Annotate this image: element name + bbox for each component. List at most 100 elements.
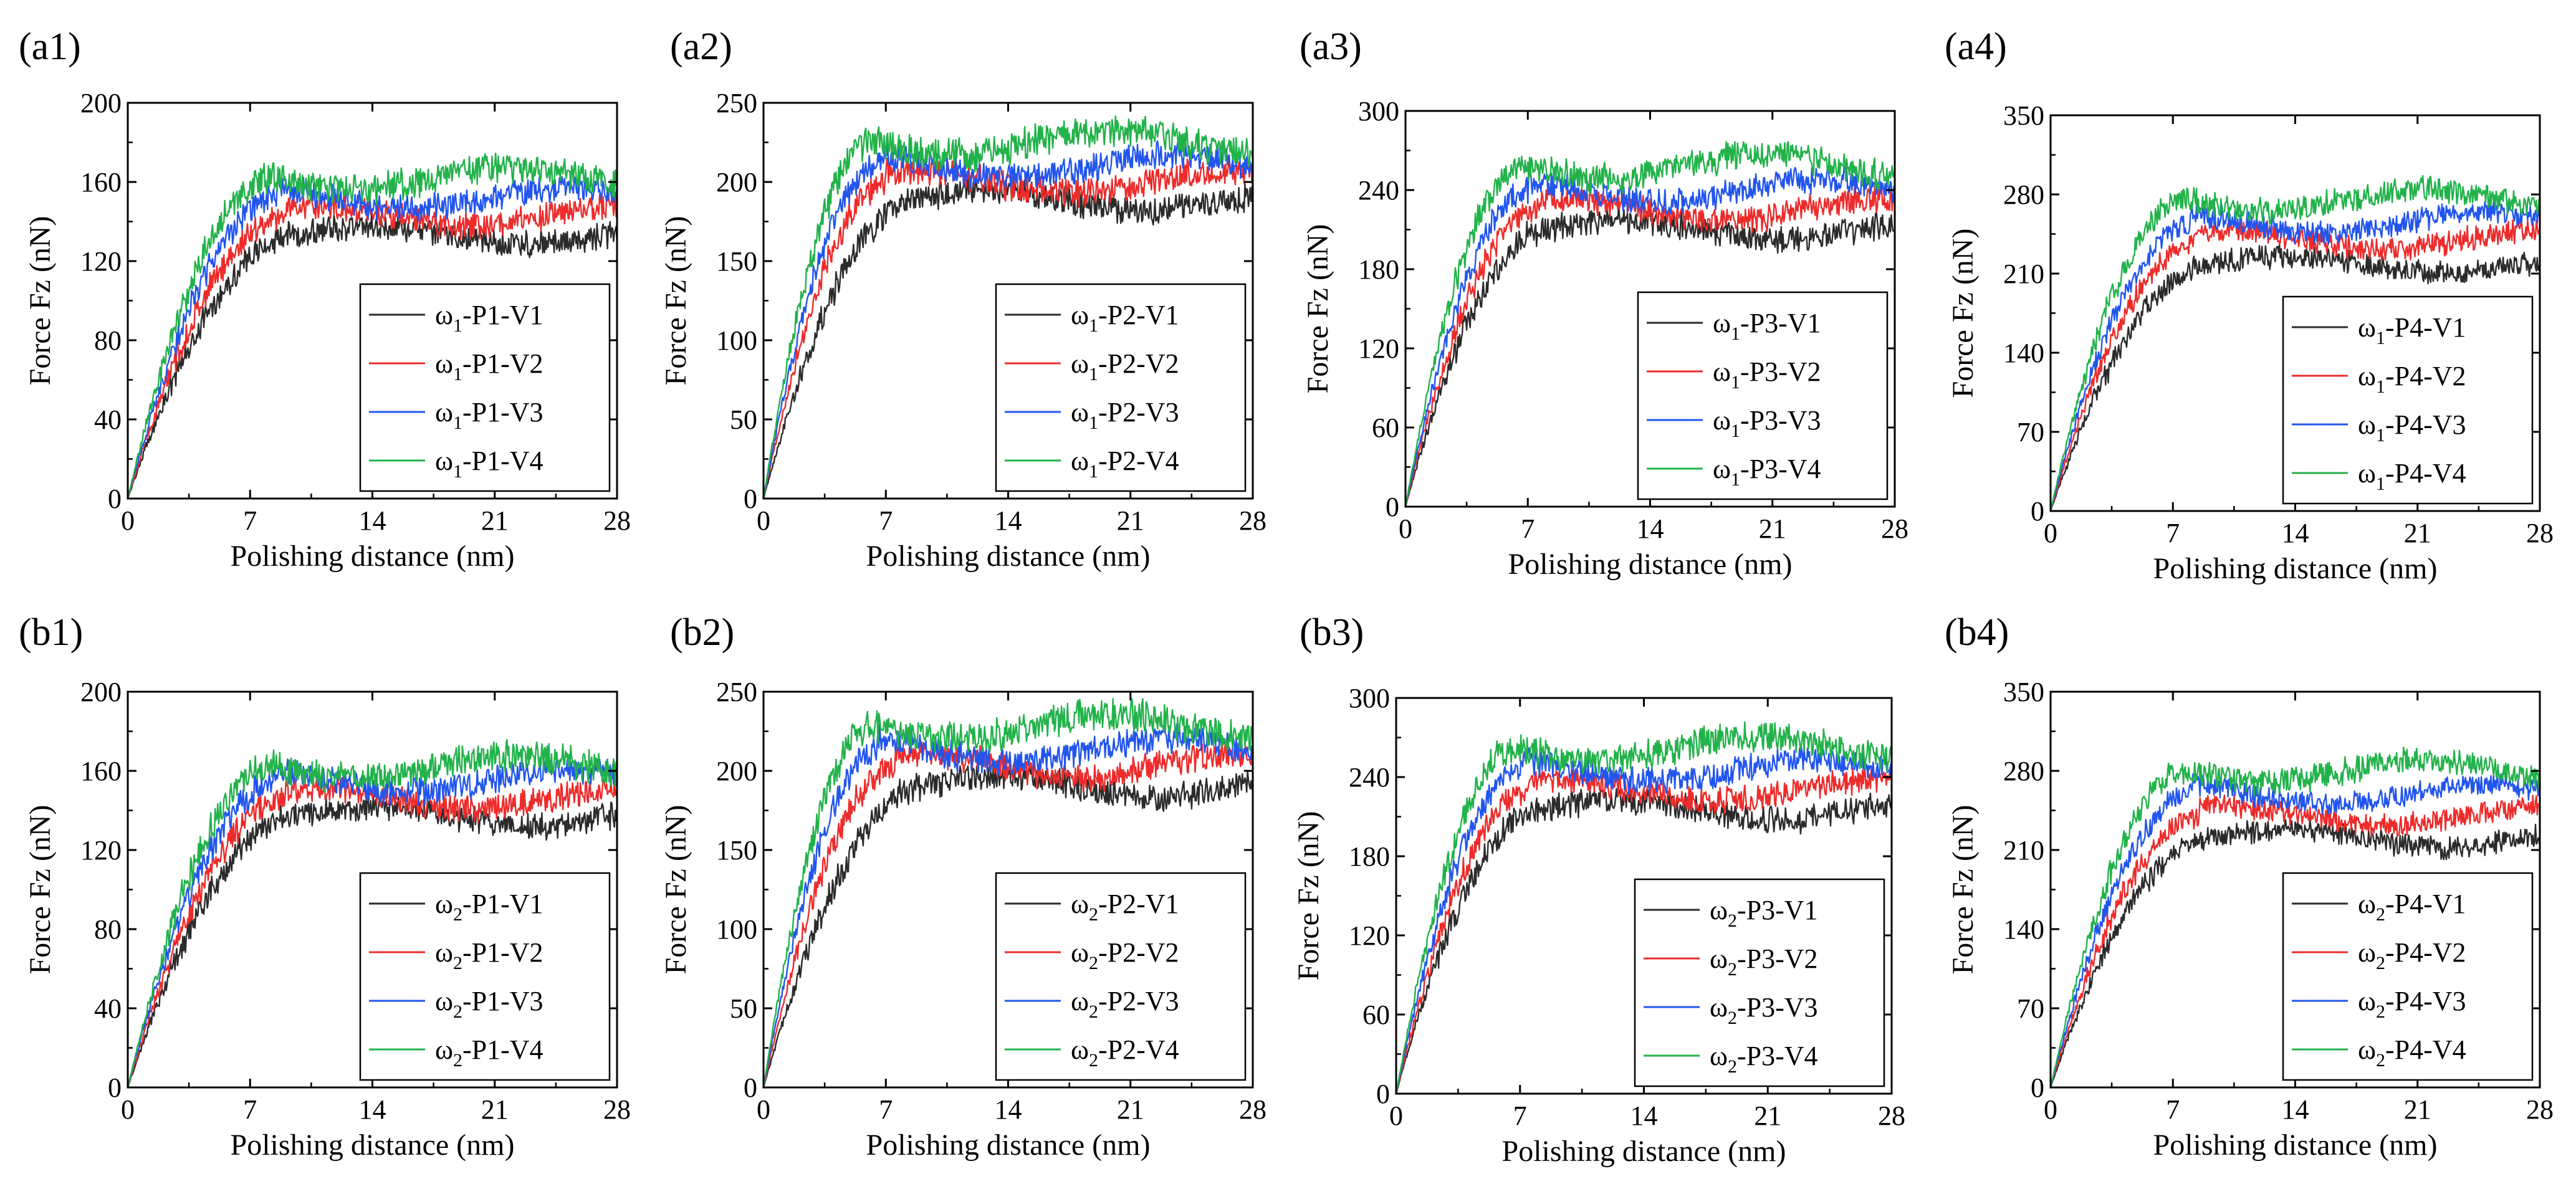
- y-tick-label: 210: [2003, 259, 2044, 289]
- y-tick-label: 240: [1349, 762, 1390, 793]
- legend-entry-v2: ω2-P1-V2: [435, 937, 543, 973]
- legend-entry-v2: ω1-P2-V2: [1071, 348, 1179, 384]
- y-tick-label: 300: [1358, 96, 1399, 127]
- series-line-v1: [2051, 818, 2540, 1087]
- y-tick-label: 0: [2031, 496, 2044, 527]
- series-line-v3: [764, 139, 1253, 499]
- legend-entry-v2: ω2-P3-V2: [1710, 943, 1818, 980]
- chart-panel-a3: (a3) 0 7 14 21 28 0 60 120 180 240 300 Polishing dis…: [1300, 26, 1908, 581]
- y-tick-label: 40: [94, 993, 122, 1024]
- y-tick-label: 200: [716, 167, 757, 198]
- legend-entry-v3: ω2-P1-V3: [435, 986, 543, 1022]
- series-line-v2: [1405, 186, 1895, 507]
- x-tick-label: 28: [1878, 1101, 1905, 1131]
- x-tick-label: 7: [2166, 1094, 2180, 1125]
- x-tick-label: 21: [1117, 1094, 1144, 1125]
- y-axis-label: Force Fz (nN): [659, 805, 692, 975]
- x-tick-label: 28: [603, 505, 631, 536]
- series-line-v2: [128, 193, 617, 499]
- legend-entry-v4: ω2-P2-V4: [1071, 1034, 1179, 1071]
- y-tick-label: 70: [2017, 417, 2044, 447]
- series-line-v1: [2051, 244, 2540, 511]
- panel-label: (a4): [1945, 26, 2007, 68]
- series-line-v2: [1396, 767, 1892, 1094]
- series-line-v4: [764, 115, 1253, 499]
- y-axis-label: Force Fz (nN): [1946, 229, 1980, 398]
- x-tick-label: 0: [2044, 1094, 2057, 1125]
- x-tick-label: 28: [2526, 1094, 2554, 1125]
- y-tick-label: 150: [716, 246, 757, 277]
- legend: ω1-P1-V1 ω1-P1-V2 ω1-P1-V3 ω1-P1-V4: [359, 283, 611, 492]
- y-tick-label: 0: [1386, 492, 1399, 522]
- x-tick-label: 0: [1389, 1101, 1403, 1131]
- legend-entry-v1: ω1-P4-V1: [2358, 312, 2466, 348]
- legend-entry-v3: ω2-P4-V3: [2358, 986, 2466, 1022]
- legend-entry-v2: ω2-P2-V2: [1071, 937, 1179, 973]
- legend-box: [995, 283, 1247, 492]
- legend-entry-v2: ω2-P4-V2: [2358, 937, 2466, 973]
- x-tick-label: 28: [2526, 518, 2554, 548]
- legend-entry-v1: ω1-P2-V1: [1071, 300, 1179, 336]
- chart-panel-a1: (a1) 0 7 14 21 28 0 40 80 120 160 200 Polishing dist…: [19, 26, 631, 573]
- x-tick-label: 28: [603, 1094, 631, 1125]
- legend-box: [2282, 295, 2534, 505]
- legend: ω2-P4-V1 ω2-P4-V2 ω2-P4-V3 ω2-P4-V4: [2282, 872, 2534, 1081]
- chart-panel-b1: (b1) 0 7 14 21 28 0 40 80 120 160 200 Polishing dist…: [19, 611, 631, 1162]
- y-tick-label: 0: [2031, 1072, 2044, 1103]
- chart-panel-a2: (a2) 0 7 14 21 28 0 50 100 150 200 250 Polishing dis…: [659, 26, 1266, 573]
- x-tick-label: 14: [995, 1094, 1022, 1125]
- y-tick-label: 200: [716, 756, 757, 786]
- x-tick-label: 28: [1881, 513, 1908, 544]
- legend-entry-v2: ω1-P4-V2: [2358, 361, 2466, 397]
- x-tick-label: 7: [879, 1094, 893, 1125]
- x-tick-label: 0: [1399, 513, 1412, 544]
- y-axis-label: Force Fz (nN): [24, 805, 57, 975]
- x-tick-label: 28: [1239, 505, 1266, 536]
- x-tick-label: 0: [121, 1094, 135, 1125]
- panel-label: (b3): [1300, 611, 1364, 654]
- series-line-v3: [1396, 746, 1892, 1094]
- panel-label: (a2): [670, 26, 732, 68]
- y-tick-label: 0: [744, 484, 757, 514]
- x-axis-label: Polishing distance (nm): [1502, 1135, 1786, 1168]
- x-tick-label: 28: [1239, 1094, 1266, 1125]
- x-tick-label: 21: [481, 1094, 509, 1125]
- y-tick-label: 40: [94, 404, 122, 435]
- y-tick-label: 140: [2003, 914, 2044, 945]
- y-tick-label: 180: [1358, 254, 1399, 285]
- y-tick-label: 60: [1362, 1000, 1390, 1030]
- y-tick-label: 240: [1358, 175, 1399, 206]
- y-tick-label: 180: [1349, 841, 1390, 872]
- x-tick-label: 7: [1521, 513, 1535, 544]
- y-tick-label: 160: [80, 756, 122, 786]
- y-tick-label: 280: [2003, 756, 2044, 786]
- x-tick-label: 0: [757, 505, 770, 536]
- legend-box: [359, 283, 611, 492]
- y-tick-label: 200: [80, 677, 122, 707]
- x-axis-label: Polishing distance (nm): [2153, 1129, 2438, 1162]
- y-tick-label: 0: [108, 1072, 122, 1103]
- x-axis-label: Polishing distance (nm): [231, 540, 515, 573]
- y-tick-label: 0: [744, 1072, 757, 1103]
- x-tick-label: 21: [1117, 505, 1144, 536]
- y-tick-label: 0: [108, 484, 122, 514]
- legend-entry-v4: ω1-P2-V4: [1071, 446, 1179, 482]
- series-line-v2: [2051, 217, 2540, 511]
- x-tick-label: 0: [121, 505, 135, 536]
- y-tick-label: 100: [716, 914, 757, 945]
- series-line-v3: [2051, 200, 2540, 511]
- series-line-v2: [764, 738, 1253, 1087]
- panel-label: (b4): [1945, 611, 2009, 654]
- legend-entry-v2: ω1-P1-V2: [435, 348, 543, 384]
- x-axis-label: Polishing distance (nm): [2153, 552, 2438, 585]
- series-line-v3: [764, 723, 1253, 1087]
- legend-entry-v4: ω2-P3-V4: [1710, 1041, 1818, 1077]
- legend: ω1-P4-V1 ω1-P4-V2 ω1-P4-V3 ω1-P4-V4: [2282, 295, 2534, 505]
- y-tick-label: 70: [2017, 993, 2044, 1024]
- y-tick-label: 300: [1349, 683, 1390, 714]
- panel-label: (b1): [19, 611, 83, 654]
- legend-entry-v1: ω1-P3-V1: [1713, 308, 1821, 344]
